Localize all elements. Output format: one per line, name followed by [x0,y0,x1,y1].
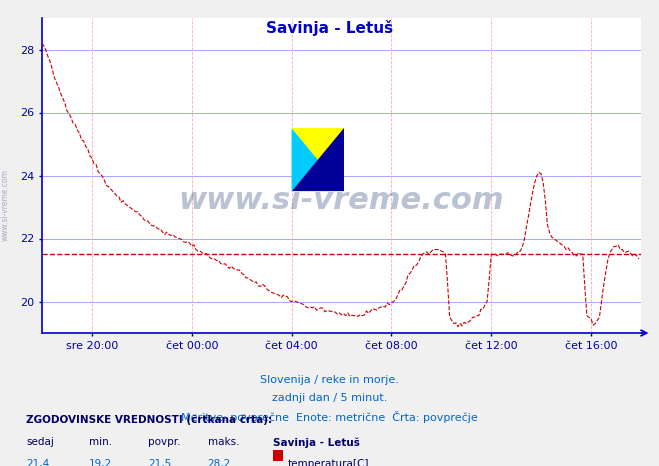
Text: Meritve: povprečne  Enote: metrične  Črta: povprečje: Meritve: povprečne Enote: metrične Črta:… [181,411,478,423]
Text: www.si-vreme.com: www.si-vreme.com [1,169,10,241]
Text: min.: min. [89,437,112,447]
Text: Savinja - Letuš: Savinja - Letuš [273,437,360,448]
Text: Slovenija / reke in morje.: Slovenija / reke in morje. [260,375,399,385]
Text: povpr.: povpr. [148,437,181,447]
Text: sedaj: sedaj [26,437,54,447]
Text: www.si-vreme.com: www.si-vreme.com [179,186,504,215]
Text: 28,2: 28,2 [208,459,231,466]
Text: zadnji dan / 5 minut.: zadnji dan / 5 minut. [272,393,387,403]
Text: maks.: maks. [208,437,239,447]
Text: temperatura[C]: temperatura[C] [288,459,370,466]
Text: 21,4: 21,4 [26,459,49,466]
Text: 19,2: 19,2 [89,459,112,466]
Polygon shape [291,128,343,191]
Bar [291,128,343,191]
Text: ZGODOVINSKE VREDNOSTI (črtkana črta):: ZGODOVINSKE VREDNOSTI (črtkana črta): [26,415,272,425]
Polygon shape [291,128,343,191]
Text: Savinja - Letuš: Savinja - Letuš [266,20,393,35]
Text: 21,5: 21,5 [148,459,171,466]
